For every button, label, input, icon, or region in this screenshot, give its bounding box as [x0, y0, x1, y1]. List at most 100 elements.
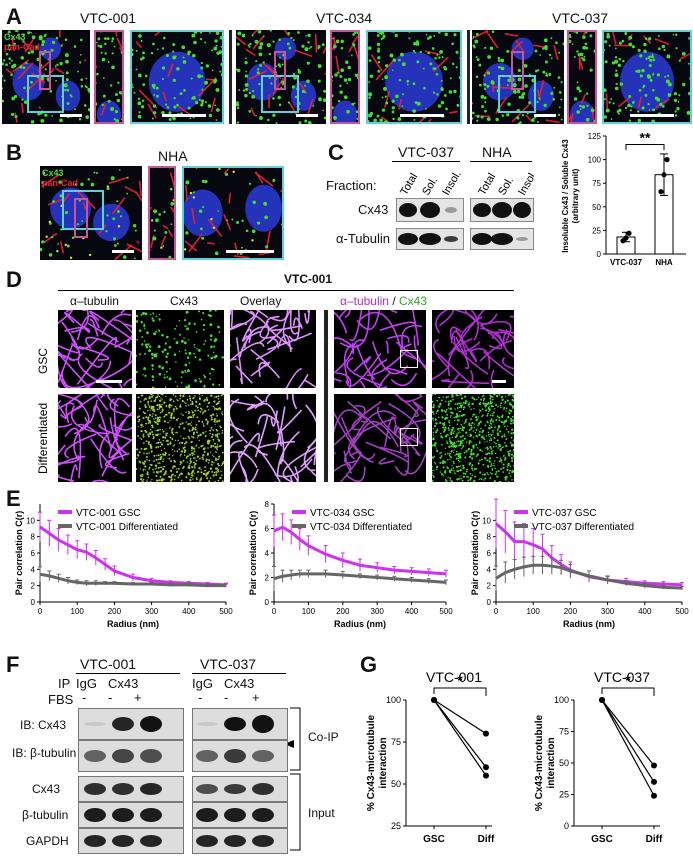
pancad-signal — [162, 91, 167, 102]
cx43-puncta — [142, 51, 145, 55]
cx43-puncta — [497, 434, 499, 437]
significance-bracket — [601, 687, 655, 696]
cx43-puncta — [432, 437, 435, 441]
cx43-puncta — [144, 469, 146, 471]
cx43-puncta — [469, 472, 472, 475]
cx43-puncta — [184, 363, 188, 367]
cx43-puncta — [589, 34, 593, 38]
cx43-puncta — [216, 462, 220, 466]
cx43-puncta — [190, 476, 192, 479]
cx43-puncta — [457, 427, 460, 430]
cx43-puncta — [630, 105, 633, 108]
cx43-puncta — [286, 42, 290, 46]
cx43-puncta — [156, 467, 158, 469]
cx43-puncta — [80, 182, 84, 187]
cx43-puncta — [258, 82, 261, 86]
cx43-puncta — [30, 80, 34, 84]
cx43-puncta — [477, 416, 480, 418]
cx43-puncta — [486, 472, 489, 474]
cx43-puncta — [451, 395, 454, 398]
pancad-signal — [136, 240, 140, 244]
cx43-puncta — [442, 461, 445, 463]
cx43-puncta — [471, 465, 473, 468]
cx43-puncta — [457, 432, 460, 434]
cx43-puncta — [508, 409, 511, 411]
cx43-puncta — [178, 350, 181, 353]
x-tick-label: 300 — [601, 607, 615, 616]
cx43-puncta — [141, 343, 144, 346]
cx43-puncta — [416, 101, 421, 106]
cx43-puncta — [204, 469, 206, 472]
cx43-puncta — [497, 65, 501, 69]
cx43-puncta — [643, 49, 647, 53]
pancad-signal — [314, 33, 318, 53]
cx43-puncta — [649, 78, 653, 82]
cx43-puncta — [493, 394, 496, 396]
cx43-puncta — [476, 453, 479, 456]
cx43-puncta — [217, 398, 220, 400]
cx43-puncta — [272, 97, 275, 100]
cx43-puncta — [462, 464, 465, 467]
cx43-puncta — [221, 464, 223, 466]
cx43-puncta — [440, 456, 442, 459]
significance-bracket — [625, 143, 665, 151]
microtubule — [58, 403, 67, 420]
cx43-puncta — [148, 349, 151, 353]
cx43-puncta — [157, 458, 160, 461]
cx43-puncta — [648, 109, 651, 111]
cx43-puncta — [492, 450, 494, 452]
x-tick-label: 400 — [182, 607, 196, 616]
pancad-signal — [147, 103, 157, 119]
cx43-puncta — [661, 44, 666, 49]
cx43-puncta — [220, 394, 223, 397]
cx43-puncta — [603, 98, 606, 101]
cx43-puncta — [134, 229, 137, 232]
roi-box-cell — [26, 75, 64, 113]
fbs-sign: + — [252, 690, 260, 705]
cx43-puncta — [618, 57, 622, 61]
cx43-puncta — [200, 445, 203, 448]
cx43-puncta — [156, 48, 159, 51]
cx43-puncta — [148, 345, 152, 348]
cx43-puncta — [487, 466, 490, 469]
cx43-puncta — [161, 409, 164, 412]
cx43-puncta — [279, 56, 281, 59]
cx43-puncta — [492, 431, 495, 433]
cx43-puncta — [497, 426, 500, 429]
pancad-signal — [16, 34, 34, 53]
pancad-signal — [167, 229, 174, 238]
y-tick-label: 100 — [554, 695, 569, 705]
cx43-puncta — [389, 53, 394, 58]
cx43-puncta — [140, 438, 143, 440]
cx43-puncta — [395, 94, 399, 99]
cx43-puncta — [489, 414, 492, 417]
zoom-frame-membrane — [94, 30, 124, 124]
cx43-puncta — [489, 472, 492, 474]
cx43-puncta — [500, 458, 503, 462]
cx43-puncta — [241, 33, 246, 38]
cx43-puncta — [151, 83, 156, 88]
cx43-puncta — [448, 445, 451, 449]
cx43-puncta — [512, 419, 514, 422]
cx43-puncta — [203, 374, 205, 376]
microtubule — [465, 370, 474, 388]
zoom-frame-cell — [130, 30, 224, 124]
microtubule — [433, 338, 450, 370]
cx43-puncta — [170, 478, 173, 481]
blot-tubulin-nha — [470, 228, 534, 250]
cx43-puncta — [391, 99, 395, 103]
cx43-puncta — [110, 176, 115, 181]
cx43-puncta — [133, 91, 136, 94]
cx43-puncta — [614, 73, 619, 77]
cx43-puncta — [456, 407, 459, 409]
microtubule — [282, 446, 316, 480]
cx43-puncta — [447, 434, 449, 436]
cx43-puncta — [272, 40, 275, 43]
microtubule — [345, 352, 382, 387]
cx43-puncta — [138, 415, 140, 418]
cx43-puncta — [275, 122, 278, 124]
cx43-puncta — [334, 73, 338, 77]
cx43-puncta — [142, 468, 145, 471]
cx43-puncta — [171, 438, 174, 441]
cx43-puncta — [435, 430, 437, 433]
